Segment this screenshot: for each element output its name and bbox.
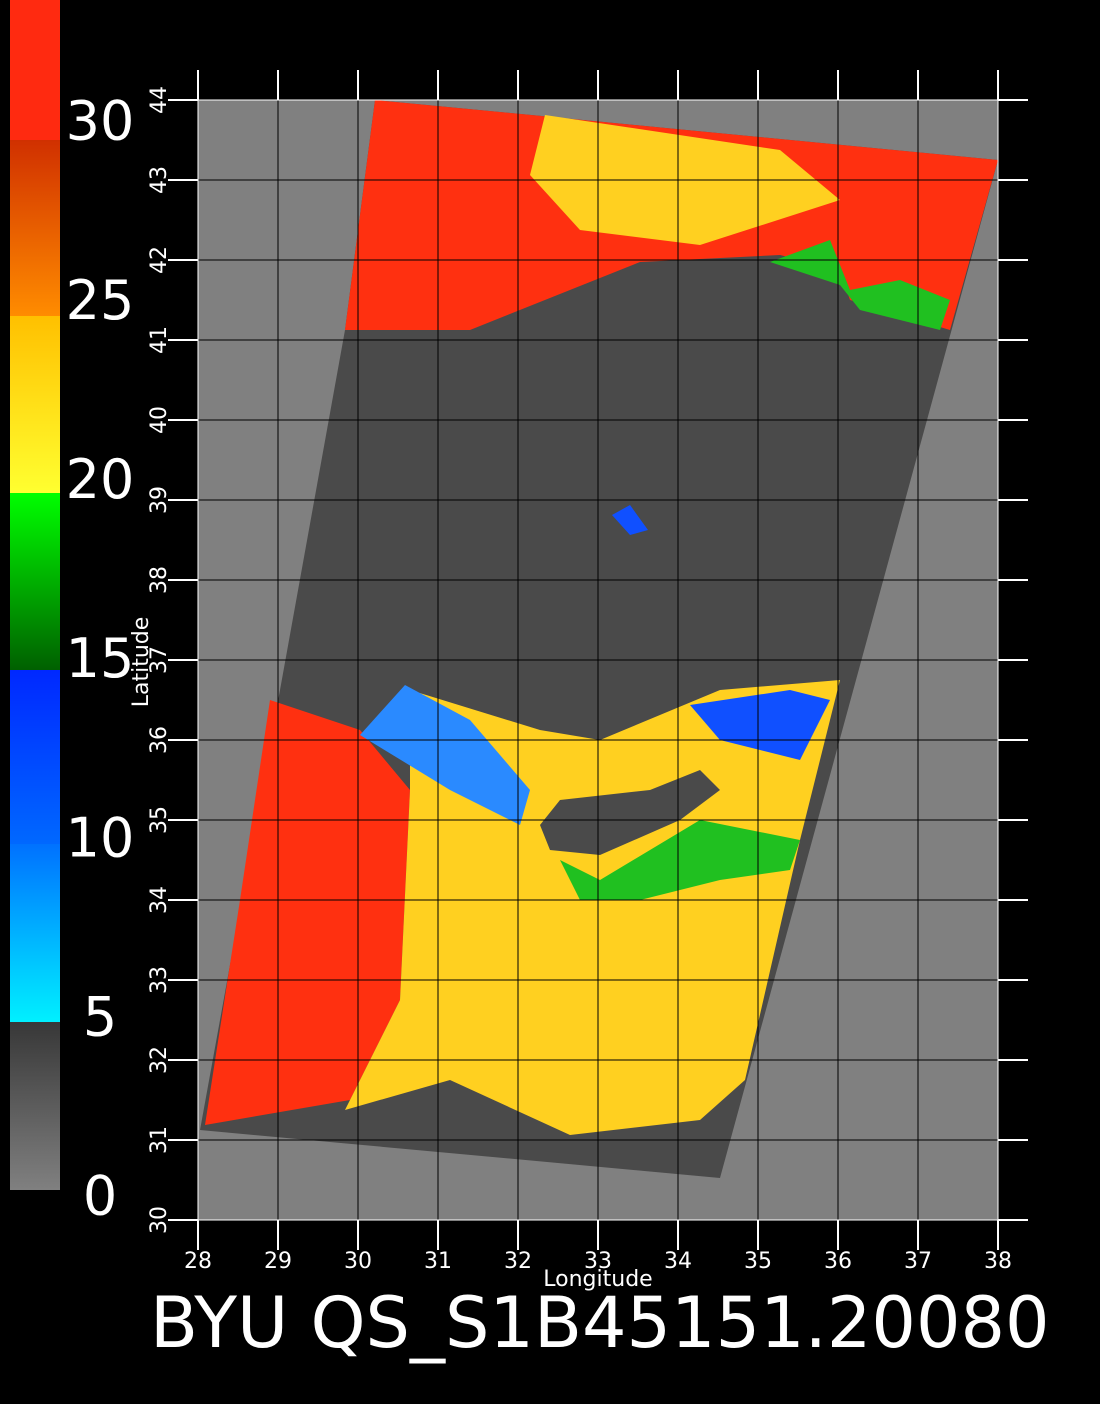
colorbar-tick-label: 30 [66,90,135,153]
x-axis-label: Longitude [543,1267,652,1292]
swath [200,100,998,1178]
y-tick-label: 41 [147,326,172,354]
y-tick-label: 31 [147,1126,172,1154]
x-tick-label: 33 [584,1249,612,1274]
y-tick-label: 42 [147,246,172,274]
x-tick-label: 29 [264,1249,292,1274]
x-tick-label: 35 [744,1249,772,1274]
wind-region [560,820,800,900]
y-axis-label: Latitude [129,617,154,708]
y-tick-label: 36 [147,726,172,754]
colorbar-segment [10,316,60,493]
x-tick-label: 38 [984,1249,1012,1274]
title: BYU QS_S1B45151.20080 [150,1282,1050,1364]
x-tick-label: 30 [344,1249,372,1274]
y-tick-label: 44 [147,86,172,114]
wind-region [360,685,530,825]
y-tick-label: 30 [147,1206,172,1234]
plot-frame [197,99,999,1221]
colorbar-segment [10,0,60,140]
x-tick-label: 37 [904,1249,932,1274]
y-tick-label: 34 [147,886,172,914]
colorbar-segment [10,1012,60,1190]
y-tick-label: 39 [147,486,172,514]
colorbar-segment [10,842,60,1022]
calm-region [540,770,720,855]
y-tick-label: 43 [147,166,172,194]
wind-region [205,700,410,1125]
wind-region [612,505,648,535]
colorbar-tick-label: 5 [83,985,117,1048]
y-tick-label: 32 [147,1046,172,1074]
colorbar-segment [10,670,60,844]
wind-region [690,690,830,760]
colorbar-segment [10,140,60,316]
x-tick-label: 36 [824,1249,852,1274]
y-tick-label: 35 [147,806,172,834]
colorbar-tick-label: 15 [66,627,135,690]
y-tick-label: 40 [147,406,172,434]
colorbar-tick-label: 20 [66,448,135,511]
colorbar-segment [10,493,60,670]
colorbar-tick-label: 10 [66,806,135,869]
x-tick-label: 34 [664,1249,692,1274]
colorbar-tick-label: 0 [83,1165,117,1228]
colorbar [10,0,60,1190]
x-tick-label: 32 [504,1249,532,1274]
colorbar-tick-label: 25 [66,269,135,332]
y-tick-label: 33 [147,966,172,994]
wind-region [770,240,950,330]
y-tick-label: 37 [147,646,172,674]
x-tick-label: 31 [424,1249,452,1274]
x-tick-label: 28 [184,1249,212,1274]
axes: 28 29 30 31 32 33 34 35 36 37 38 30 31 32 33 34 35 36 37 38… [129,70,1028,1292]
y-tick-label: 38 [147,566,172,594]
